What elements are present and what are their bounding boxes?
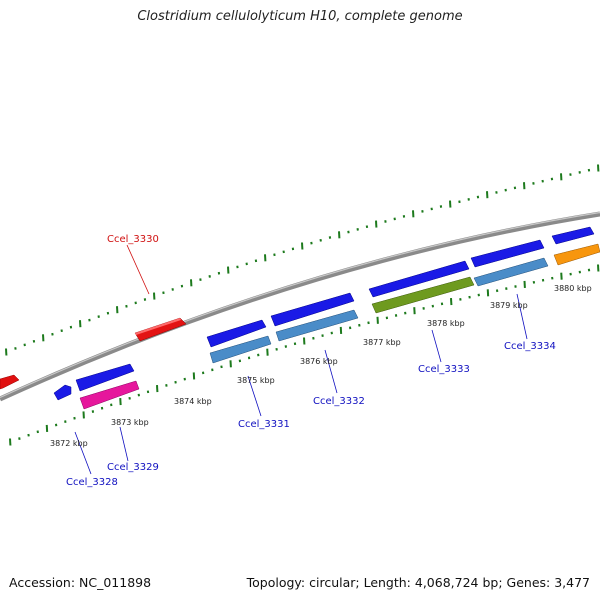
label-leaders <box>74 244 528 475</box>
gene-arrow[interactable] <box>470 239 545 268</box>
accession-text: Accession: NC_011898 <box>9 575 152 590</box>
gene-label-ccel-3333[interactable]: Ccel_3333 <box>418 364 470 375</box>
gene-arrow-ccel-3329[interactable] <box>79 380 140 410</box>
gene-arrow-ccel-3330[interactable] <box>134 317 187 342</box>
gene-arrow-highlight <box>135 318 181 335</box>
gene-labels: Ccel_3328 Ccel_3329 Ccel_3330 Ccel_3331 … <box>66 234 556 488</box>
kbp-labels: 3872 kbp 3873 kbp 3874 kbp 3875 kbp 3876… <box>50 284 592 448</box>
kbp-label: 3873 kbp <box>111 418 149 427</box>
gene-arrow[interactable] <box>0 374 20 390</box>
gene-arrow[interactable] <box>553 243 600 266</box>
forward-strand-genes <box>0 226 595 401</box>
gene-label-ccel-3334[interactable]: Ccel_3334 <box>504 341 556 352</box>
gene-arrow[interactable] <box>53 384 72 401</box>
kbp-label: 3880 kbp <box>554 284 592 293</box>
gene-arrow[interactable] <box>206 319 267 348</box>
gene-label-ccel-3329[interactable]: Ccel_3329 <box>107 462 159 473</box>
gene-arrow[interactable] <box>270 292 355 327</box>
kbp-label: 3878 kbp <box>427 319 465 328</box>
outer-tick-track <box>5 164 600 356</box>
kbp-label: 3877 kbp <box>363 338 401 347</box>
gene-arrow[interactable] <box>368 260 470 298</box>
gene-label-ccel-3328[interactable]: Ccel_3328 <box>66 477 118 488</box>
genome-backbone-highlight <box>0 211 600 399</box>
gene-label-ccel-3332[interactable]: Ccel_3332 <box>313 396 365 407</box>
gene-arrow[interactable] <box>551 226 595 245</box>
gene-label-ccel-3331[interactable]: Ccel_3331 <box>238 419 290 430</box>
gene-arrow-ccel-3331[interactable] <box>209 335 272 364</box>
genome-title: Clostridium cellulolyticum H10, complete… <box>137 9 463 24</box>
gene-arrow-ccel-3333[interactable] <box>371 276 475 314</box>
kbp-label: 3875 kbp <box>237 376 275 385</box>
reverse-strand-genes <box>79 243 600 410</box>
gene-arrow-ccel-3332[interactable] <box>275 309 359 342</box>
gene-label-ccel-3330[interactable]: Ccel_3330 <box>107 234 159 245</box>
kbp-label: 3879 kbp <box>490 301 528 310</box>
inner-tick-track <box>9 264 600 446</box>
genome-backbone <box>0 211 600 402</box>
genome-summary-text: Topology: circular; Length: 4,068,724 bp… <box>246 575 590 590</box>
gene-arrow-ccel-3334[interactable] <box>473 257 549 287</box>
kbp-label: 3874 kbp <box>174 397 212 406</box>
gene-arrow[interactable] <box>75 363 135 392</box>
kbp-label: 3876 kbp <box>300 357 338 366</box>
kbp-label: 3872 kbp <box>50 439 88 448</box>
